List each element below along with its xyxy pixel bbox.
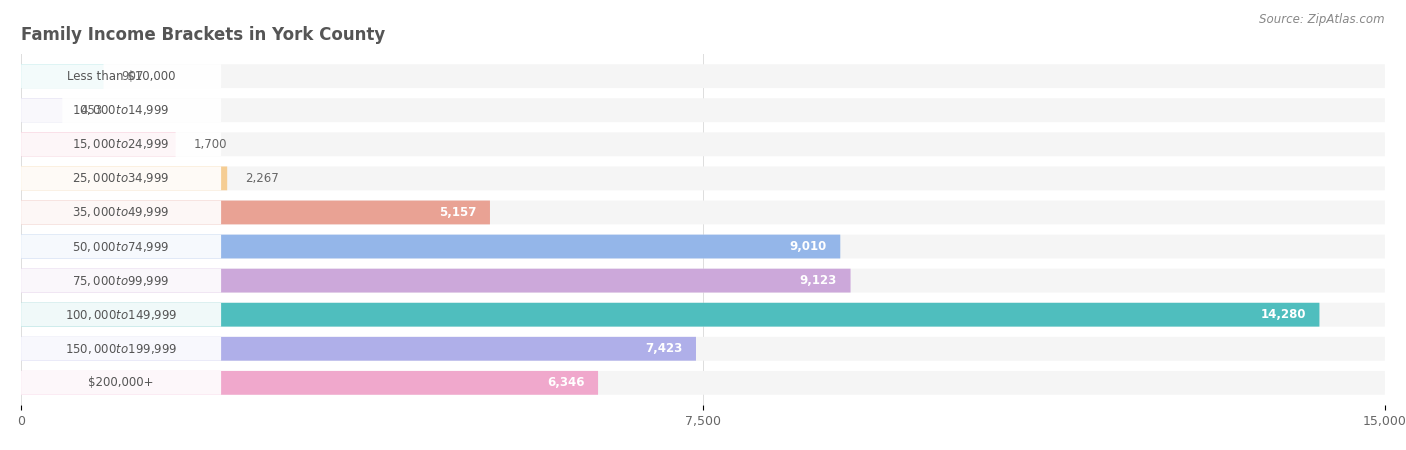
Text: 2,267: 2,267 [246, 172, 280, 185]
FancyBboxPatch shape [21, 371, 1385, 395]
Text: Family Income Brackets in York County: Family Income Brackets in York County [21, 26, 385, 44]
Text: $75,000 to $99,999: $75,000 to $99,999 [72, 274, 170, 288]
Text: 907: 907 [122, 70, 143, 83]
Text: 9,010: 9,010 [789, 240, 827, 253]
Text: $15,000 to $24,999: $15,000 to $24,999 [72, 137, 170, 151]
FancyBboxPatch shape [21, 269, 851, 292]
FancyBboxPatch shape [21, 337, 1385, 361]
Text: 7,423: 7,423 [645, 342, 682, 355]
Text: Less than $10,000: Less than $10,000 [67, 70, 176, 83]
Text: 14,280: 14,280 [1260, 308, 1306, 321]
FancyBboxPatch shape [21, 234, 221, 258]
FancyBboxPatch shape [21, 371, 221, 395]
FancyBboxPatch shape [21, 166, 228, 190]
Text: $100,000 to $149,999: $100,000 to $149,999 [65, 308, 177, 322]
FancyBboxPatch shape [21, 132, 221, 156]
Text: $150,000 to $199,999: $150,000 to $199,999 [65, 342, 177, 356]
FancyBboxPatch shape [21, 64, 104, 88]
FancyBboxPatch shape [21, 98, 221, 122]
Text: $10,000 to $14,999: $10,000 to $14,999 [72, 103, 170, 117]
Text: $200,000+: $200,000+ [89, 376, 153, 389]
FancyBboxPatch shape [21, 98, 62, 122]
FancyBboxPatch shape [21, 337, 221, 361]
FancyBboxPatch shape [21, 201, 221, 225]
FancyBboxPatch shape [21, 132, 1385, 156]
Text: 453: 453 [80, 104, 103, 117]
FancyBboxPatch shape [21, 201, 489, 225]
FancyBboxPatch shape [21, 201, 1385, 225]
FancyBboxPatch shape [21, 234, 1385, 258]
FancyBboxPatch shape [21, 303, 1319, 327]
FancyBboxPatch shape [21, 269, 1385, 292]
FancyBboxPatch shape [21, 337, 696, 361]
FancyBboxPatch shape [21, 303, 1385, 327]
FancyBboxPatch shape [21, 166, 1385, 190]
FancyBboxPatch shape [21, 166, 221, 190]
FancyBboxPatch shape [21, 64, 1385, 88]
Text: $35,000 to $49,999: $35,000 to $49,999 [72, 206, 170, 220]
Text: 9,123: 9,123 [800, 274, 837, 287]
FancyBboxPatch shape [21, 64, 221, 88]
FancyBboxPatch shape [21, 371, 598, 395]
FancyBboxPatch shape [21, 303, 221, 327]
Text: 6,346: 6,346 [547, 376, 585, 389]
Text: 1,700: 1,700 [194, 138, 228, 151]
Text: 5,157: 5,157 [439, 206, 477, 219]
Text: $25,000 to $34,999: $25,000 to $34,999 [72, 171, 170, 185]
FancyBboxPatch shape [21, 269, 221, 292]
FancyBboxPatch shape [21, 132, 176, 156]
FancyBboxPatch shape [21, 98, 1385, 122]
FancyBboxPatch shape [21, 234, 841, 258]
Text: $50,000 to $74,999: $50,000 to $74,999 [72, 239, 170, 253]
Text: Source: ZipAtlas.com: Source: ZipAtlas.com [1260, 14, 1385, 27]
